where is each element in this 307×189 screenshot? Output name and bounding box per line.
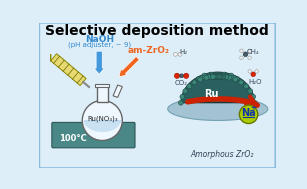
Circle shape — [209, 72, 214, 77]
Circle shape — [234, 76, 239, 81]
Text: +: + — [250, 105, 256, 111]
Circle shape — [244, 84, 249, 89]
Polygon shape — [51, 54, 86, 86]
Circle shape — [212, 74, 216, 79]
Circle shape — [202, 73, 207, 78]
Circle shape — [218, 74, 223, 78]
FancyBboxPatch shape — [95, 84, 109, 87]
Text: Selective deposition method: Selective deposition method — [45, 24, 269, 38]
Circle shape — [228, 75, 233, 80]
Text: Ru(NO₃)₃: Ru(NO₃)₃ — [87, 116, 118, 122]
Circle shape — [219, 74, 224, 79]
Circle shape — [210, 74, 215, 79]
Circle shape — [218, 74, 223, 79]
Circle shape — [173, 52, 177, 56]
Circle shape — [227, 75, 231, 80]
Circle shape — [180, 74, 184, 78]
Circle shape — [216, 74, 221, 79]
Circle shape — [82, 100, 122, 140]
Circle shape — [199, 76, 204, 81]
Text: CO₂: CO₂ — [175, 80, 188, 86]
Circle shape — [187, 84, 192, 89]
Circle shape — [221, 74, 226, 79]
Text: H₂: H₂ — [180, 49, 188, 55]
Circle shape — [240, 56, 243, 60]
Ellipse shape — [168, 97, 268, 120]
Circle shape — [183, 89, 188, 94]
Polygon shape — [113, 85, 122, 97]
Circle shape — [174, 73, 180, 78]
Circle shape — [208, 74, 212, 78]
FancyBboxPatch shape — [39, 23, 276, 168]
FancyArrow shape — [119, 57, 139, 77]
Text: Ru: Ru — [204, 88, 219, 98]
Circle shape — [224, 73, 229, 78]
Circle shape — [251, 72, 255, 77]
Circle shape — [214, 74, 219, 79]
Circle shape — [212, 74, 217, 78]
Circle shape — [248, 70, 251, 73]
Circle shape — [178, 100, 183, 105]
Polygon shape — [84, 120, 121, 132]
Circle shape — [204, 75, 209, 80]
Circle shape — [202, 75, 207, 80]
Circle shape — [248, 89, 253, 94]
Circle shape — [213, 74, 218, 79]
Text: CH₄: CH₄ — [247, 49, 260, 55]
Text: Amorphous ZrO₂: Amorphous ZrO₂ — [190, 150, 253, 159]
Circle shape — [215, 74, 220, 78]
FancyBboxPatch shape — [52, 122, 135, 148]
Circle shape — [215, 72, 220, 77]
Circle shape — [248, 56, 251, 60]
Circle shape — [239, 105, 258, 124]
Circle shape — [223, 74, 228, 78]
Circle shape — [252, 100, 257, 105]
Text: (pH adjuster, ~ 9): (pH adjuster, ~ 9) — [68, 42, 131, 48]
Circle shape — [248, 49, 251, 53]
Circle shape — [178, 52, 182, 56]
Circle shape — [210, 74, 215, 79]
Circle shape — [220, 74, 225, 79]
Circle shape — [207, 74, 212, 79]
Circle shape — [251, 94, 256, 99]
Circle shape — [180, 94, 185, 99]
Circle shape — [222, 72, 227, 77]
Text: H₂O: H₂O — [248, 79, 262, 85]
FancyBboxPatch shape — [97, 85, 108, 102]
Circle shape — [184, 73, 189, 78]
Circle shape — [233, 77, 238, 82]
Circle shape — [243, 52, 248, 57]
FancyBboxPatch shape — [84, 120, 121, 122]
Circle shape — [213, 73, 218, 78]
Circle shape — [215, 74, 220, 79]
Polygon shape — [181, 72, 255, 103]
Circle shape — [196, 76, 201, 81]
Text: 100°C: 100°C — [59, 134, 87, 143]
Text: Na: Na — [241, 108, 256, 118]
Circle shape — [240, 49, 243, 53]
Circle shape — [192, 80, 197, 85]
Circle shape — [224, 74, 229, 79]
Circle shape — [239, 80, 243, 85]
Circle shape — [229, 73, 234, 78]
Circle shape — [232, 76, 237, 81]
Circle shape — [218, 73, 223, 78]
Text: NaOH: NaOH — [85, 35, 114, 44]
Text: am-ZrO₂: am-ZrO₂ — [127, 46, 169, 55]
Circle shape — [207, 73, 212, 78]
Circle shape — [255, 70, 258, 73]
Circle shape — [198, 77, 203, 82]
FancyArrow shape — [94, 51, 105, 74]
